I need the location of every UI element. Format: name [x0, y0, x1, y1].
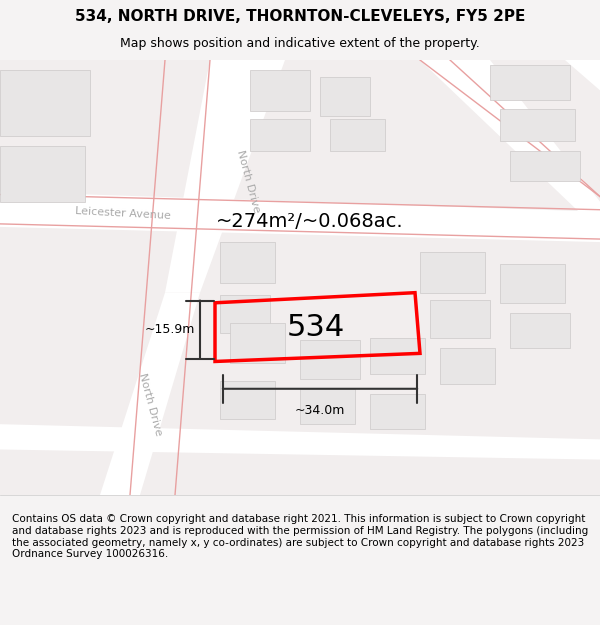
Bar: [440, 348, 495, 384]
Bar: [220, 381, 275, 419]
Bar: [510, 151, 580, 181]
Bar: [370, 394, 425, 429]
Bar: [0, 70, 90, 136]
Bar: [420, 253, 485, 292]
Bar: [490, 65, 570, 101]
Bar: [500, 264, 565, 302]
Polygon shape: [0, 424, 600, 459]
Bar: [500, 109, 575, 141]
Text: Contains OS data © Crown copyright and database right 2021. This information is : Contains OS data © Crown copyright and d…: [12, 514, 588, 559]
Bar: [510, 313, 570, 348]
Bar: [300, 389, 355, 424]
Text: Leicester Avenue: Leicester Avenue: [75, 206, 171, 221]
Bar: [330, 119, 385, 151]
Text: North Drive: North Drive: [235, 149, 261, 214]
Polygon shape: [100, 292, 200, 495]
Text: ~34.0m: ~34.0m: [295, 404, 345, 417]
Text: ~274m²/~0.068ac.: ~274m²/~0.068ac.: [216, 213, 404, 231]
Bar: [250, 119, 310, 151]
Text: North Drive: North Drive: [137, 371, 163, 436]
Bar: [0, 146, 85, 202]
Polygon shape: [165, 60, 285, 292]
Polygon shape: [420, 60, 600, 232]
Text: 534, NORTH DRIVE, THORNTON-CLEVELEYS, FY5 2PE: 534, NORTH DRIVE, THORNTON-CLEVELEYS, FY…: [75, 9, 525, 24]
Polygon shape: [0, 191, 600, 242]
Text: 534: 534: [287, 313, 346, 342]
Bar: [430, 300, 490, 338]
Polygon shape: [560, 60, 600, 91]
Text: Map shows position and indicative extent of the property.: Map shows position and indicative extent…: [120, 37, 480, 50]
Text: ~15.9m: ~15.9m: [145, 323, 195, 336]
Bar: [250, 70, 310, 111]
Bar: [320, 78, 370, 116]
Bar: [230, 323, 285, 364]
Bar: [220, 295, 270, 333]
Bar: [300, 340, 360, 379]
Bar: [370, 338, 425, 374]
Bar: [220, 242, 275, 282]
